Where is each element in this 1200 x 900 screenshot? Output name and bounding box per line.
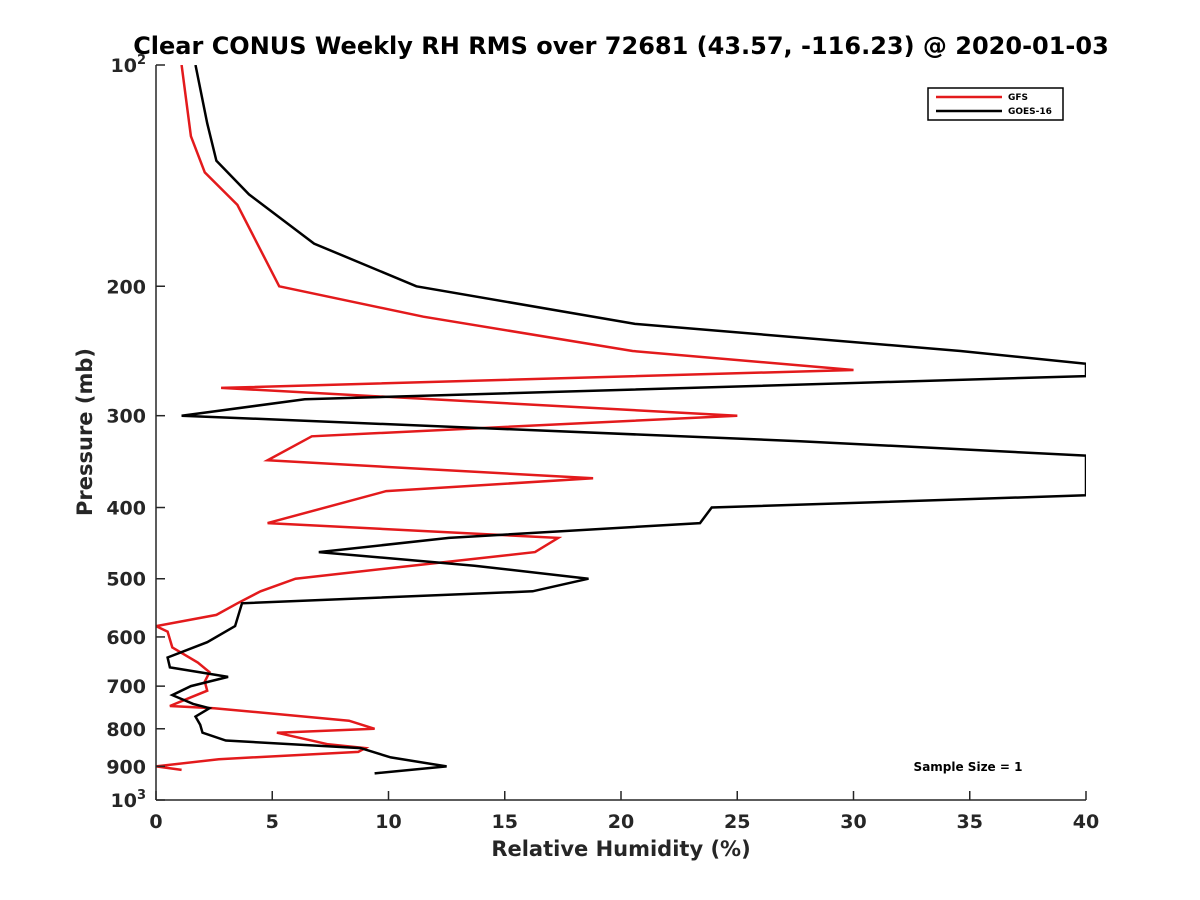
x-axis-label: Relative Humidity (%): [491, 837, 750, 861]
y-tick-label: 500: [106, 569, 146, 591]
x-tick-label: 5: [266, 811, 279, 833]
x-tick-label: 15: [492, 811, 518, 833]
y-tick-label: 800: [106, 719, 146, 741]
y-tick-label: 102: [111, 53, 147, 77]
plot-lines: [156, 65, 1086, 775]
series-line-gfs: [156, 65, 854, 772]
y-tick-label: 103: [111, 788, 147, 812]
legend-label-gfs: GFS: [1008, 93, 1028, 103]
y-tick-label: 600: [106, 627, 146, 649]
x-tick-label: 0: [149, 811, 162, 833]
legend-box: [927, 87, 1064, 121]
y-tick-label: 300: [106, 406, 146, 428]
x-tick-label: 25: [724, 811, 750, 833]
series-line-goes16: [166, 65, 1086, 775]
x-tick-label: 10: [375, 811, 401, 833]
sample-size-annotation: Sample Size = 1: [914, 760, 1023, 774]
y-axis-label: Pressure (mb): [73, 348, 97, 516]
y-tick-label: 200: [106, 276, 146, 298]
axes: 0 5 10 15 20 25 30 35 40 102 200 300 400 500 600 700 800…: [106, 53, 1099, 833]
x-tick-label: 35: [957, 811, 983, 833]
legend: GFS GOES-16: [927, 87, 1064, 121]
y-tick-label: 900: [106, 756, 146, 778]
legend-label-goes16: GOES-16: [1008, 107, 1052, 117]
x-tick-label: 30: [840, 811, 866, 833]
x-tick-label: 20: [608, 811, 634, 833]
y-tick-label: 700: [106, 676, 146, 698]
x-tick-label: 40: [1073, 811, 1099, 833]
y-tick-label: 400: [106, 498, 146, 520]
chart-title: Clear CONUS Weekly RH RMS over 72681 (43…: [133, 32, 1109, 60]
